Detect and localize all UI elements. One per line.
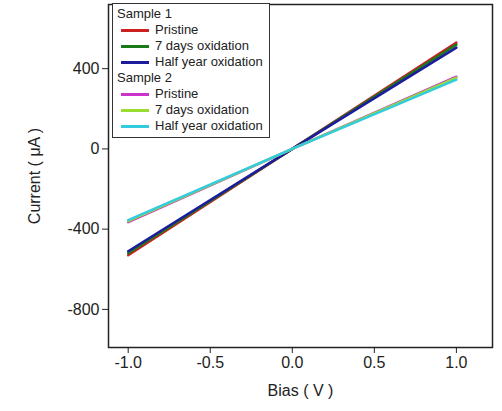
svg-text:1.0: 1.0 bbox=[445, 354, 467, 371]
svg-text:0.5: 0.5 bbox=[363, 354, 385, 371]
html-text:Sample 2: Sample 2 bbox=[117, 70, 172, 85]
svg-text:400: 400 bbox=[73, 60, 100, 77]
svg-text:Current ( μA ): Current ( μA ) bbox=[26, 128, 43, 224]
html-text:Half year oxidation: Half year oxidation bbox=[155, 118, 263, 133]
html-text:Sample 1: Sample 1 bbox=[117, 6, 172, 21]
html-text:7 days oxidation: 7 days oxidation bbox=[155, 38, 249, 53]
svg-text:-400: -400 bbox=[67, 220, 99, 237]
html-text:Half year oxidation: Half year oxidation bbox=[155, 54, 263, 69]
html-text:Pristine: Pristine bbox=[155, 22, 199, 37]
html-text:Pristine: Pristine bbox=[155, 86, 199, 101]
svg-text:-1.0: -1.0 bbox=[114, 354, 142, 371]
svg-text:-800: -800 bbox=[67, 301, 99, 318]
svg-text:0: 0 bbox=[91, 140, 100, 157]
svg-text:-0.5: -0.5 bbox=[196, 354, 224, 371]
svg-text:Bias ( V ): Bias ( V ) bbox=[268, 382, 334, 399]
html-text:7 days oxidation: 7 days oxidation bbox=[155, 102, 249, 117]
svg-text:0.0: 0.0 bbox=[281, 354, 303, 371]
